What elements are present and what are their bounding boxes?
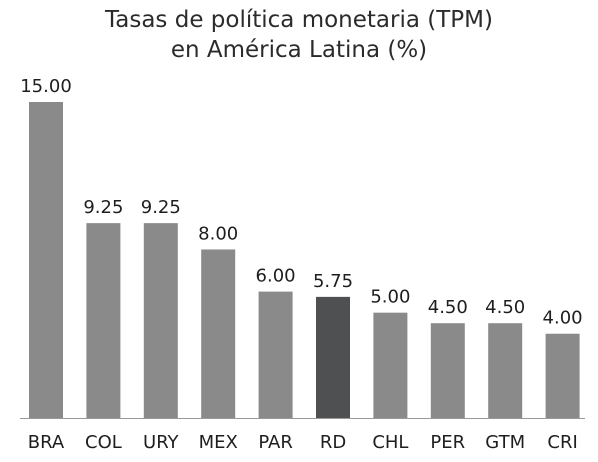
- bars-group: [29, 102, 580, 418]
- value-label-chl: 5.00: [370, 287, 410, 308]
- value-label-gtm: 4.50: [485, 297, 525, 318]
- category-label-par: PAR: [258, 432, 293, 453]
- bar-rd: [316, 296, 350, 418]
- category-label-cri: CRI: [547, 432, 577, 453]
- category-label-chl: CHL: [372, 432, 408, 453]
- value-label-par: 6.00: [256, 266, 296, 287]
- value-label-bra: 15.00: [20, 76, 72, 97]
- category-label-col: COL: [85, 432, 122, 453]
- chart-subtitle: en América Latina (%): [171, 37, 427, 63]
- value-label-col: 9.25: [83, 197, 123, 218]
- bar-per: [430, 323, 465, 418]
- category-label-rd: RD: [320, 432, 346, 453]
- value-label-rd: 5.75: [313, 271, 353, 292]
- bar-gtm: [488, 323, 523, 418]
- chart-title: Tasas de política monetaria (TPM): [104, 7, 493, 33]
- value-label-mex: 8.00: [198, 223, 238, 244]
- value-labels-group: 15.00 9.25 9.25 8.00 6.00 5.75 5.00 4.50 4.50 4.0…: [20, 76, 582, 329]
- category-label-per: PER: [430, 432, 465, 453]
- bar-par: [258, 291, 293, 418]
- value-label-cri: 4.00: [543, 308, 583, 329]
- value-label-per: 4.50: [428, 297, 468, 318]
- bar-col: [86, 223, 121, 418]
- category-label-bra: BRA: [28, 432, 65, 453]
- bar-chl: [373, 312, 408, 418]
- bar-ury: [143, 223, 178, 418]
- category-labels-group: BRA COL URY MEX PAR RD CHL PER GTM CRI: [28, 432, 578, 453]
- category-label-gtm: GTM: [485, 432, 525, 453]
- bar-mex: [201, 249, 236, 418]
- bar-bra: [29, 102, 63, 418]
- value-label-ury: 9.25: [141, 197, 181, 218]
- category-label-ury: URY: [143, 432, 180, 453]
- bar-cri: [545, 333, 580, 418]
- category-label-mex: MEX: [199, 432, 238, 453]
